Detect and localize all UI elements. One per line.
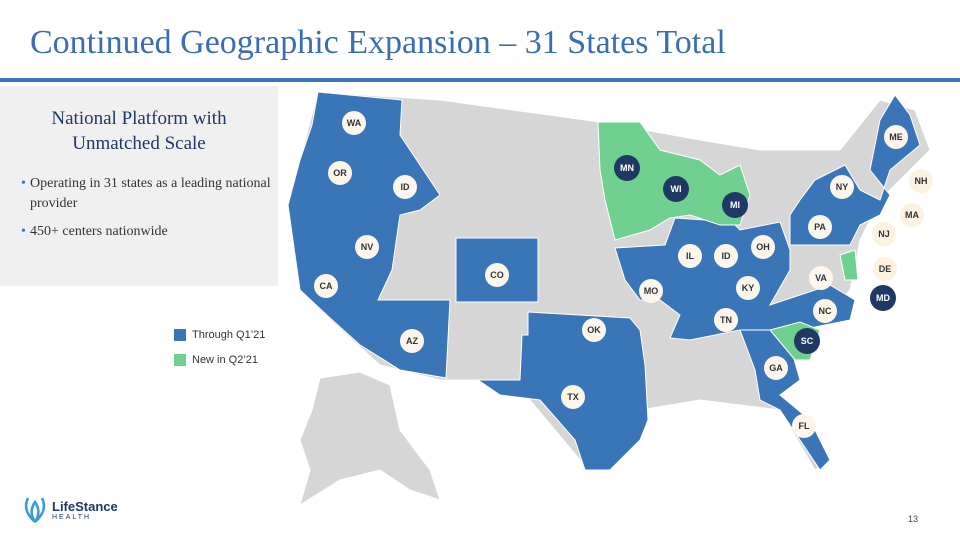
state-region (287, 91, 451, 379)
state-badge (328, 161, 352, 185)
page-number: 13 (907, 514, 918, 524)
state-label: NJ (878, 229, 890, 239)
sidebar: National Platform with Unmatched Scale O… (0, 86, 278, 286)
state-badge (764, 356, 788, 380)
state-label: IL (686, 251, 695, 261)
title-rule (0, 78, 960, 82)
state-label: NH (915, 176, 928, 186)
state-badge (873, 257, 897, 281)
state-label: DE (879, 264, 892, 274)
state-badge (714, 244, 738, 268)
state-region (839, 249, 859, 281)
state-label: TX (567, 392, 579, 402)
state-label: TN (720, 315, 732, 325)
logo-name: LifeStance (52, 498, 118, 514)
state-badge (678, 244, 702, 268)
state-label: NV (361, 242, 374, 252)
state-badge (393, 175, 417, 199)
state-label: WI (671, 184, 682, 194)
state-badge (663, 176, 689, 202)
title: Continued Geographic Expansion – 31 Stat… (30, 24, 726, 61)
state-badge (794, 328, 820, 354)
bullet: Operating in 31 states as a leading nati… (21, 174, 278, 214)
state-badge (792, 414, 816, 438)
state-badge (400, 329, 424, 353)
state-label: OK (587, 325, 601, 335)
state-badge (884, 125, 908, 149)
logo-sub: HEALTH (52, 513, 92, 521)
state-label: MI (730, 200, 740, 210)
state-badge (830, 175, 854, 199)
state-label: NC (819, 306, 832, 316)
state-label: AZ (406, 336, 418, 346)
bullet: 450+ centers nationwide (21, 222, 278, 242)
logo: LifeStance HEALTH (22, 496, 118, 524)
logo-mark (24, 497, 46, 523)
state-label: CA (320, 281, 333, 291)
state-label: NY (836, 182, 849, 192)
state-label: ID (401, 182, 411, 192)
state-label: CO (490, 270, 504, 280)
state-badge (870, 285, 896, 311)
state-badge (355, 235, 379, 259)
alaska (299, 371, 441, 507)
state-label: WA (347, 118, 362, 128)
state-badge (561, 385, 585, 409)
state-badge (736, 276, 760, 300)
state-badge (639, 279, 663, 303)
state-label: GA (769, 363, 783, 373)
bullet-list: Operating in 31 states as a leading nati… (0, 174, 278, 242)
state-label: MN (620, 163, 634, 173)
state-badge (751, 235, 775, 259)
state-badge (342, 111, 366, 135)
state-badge (809, 266, 833, 290)
state-label: SC (801, 336, 814, 346)
state-label: FL (799, 421, 810, 431)
state-label: MA (905, 210, 919, 220)
state-label: OR (333, 168, 347, 178)
state-label: OH (756, 242, 770, 252)
state-badge (582, 318, 606, 342)
state-label: VA (815, 273, 827, 283)
state-label: ME (889, 132, 903, 142)
state-badge (485, 263, 509, 287)
legend-swatch (174, 354, 186, 366)
state-label: PA (814, 222, 826, 232)
state-label: ID (722, 251, 732, 261)
legend-swatch (174, 329, 186, 341)
state-badge (900, 203, 924, 227)
state-label: KY (742, 283, 755, 293)
legend-label: New in Q2’21 (192, 354, 258, 366)
state-badge (314, 274, 338, 298)
state-badge (813, 299, 837, 323)
state-badge (872, 222, 896, 246)
state-badge (722, 192, 748, 218)
state-badge (808, 215, 832, 239)
state-badge (614, 155, 640, 181)
legend-label: Through Q1’21 (192, 329, 265, 341)
state-label: MD (876, 293, 890, 303)
sidebar-heading: National Platform with Unmatched Scale (51, 108, 227, 154)
state-badge (714, 308, 738, 332)
state-label: MO (644, 286, 659, 296)
state-badge (909, 169, 933, 193)
